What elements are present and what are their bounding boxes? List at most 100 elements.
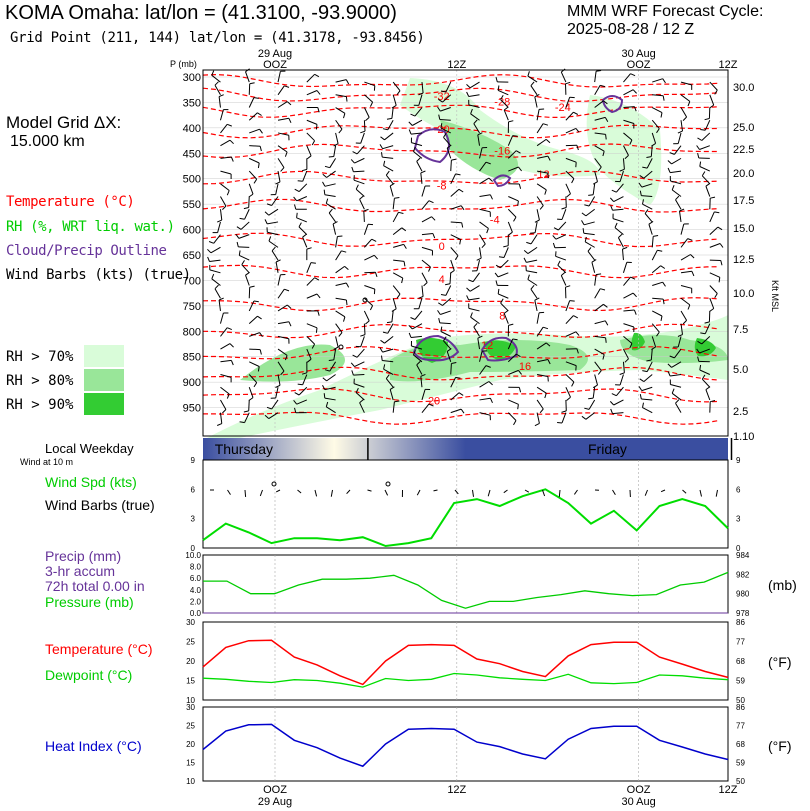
wind-barb — [651, 119, 660, 129]
wind-barb — [500, 302, 509, 312]
wind-barb — [472, 272, 480, 282]
wind-barb — [298, 386, 308, 396]
wind-barb — [537, 374, 548, 377]
wind-barb-flag — [604, 320, 609, 326]
wind-barb-flag — [328, 208, 333, 214]
wind-barb-flag — [614, 222, 618, 228]
wind-barb-flag — [705, 182, 711, 187]
wind-barb-flag — [371, 238, 377, 242]
wind-barb-flag — [573, 111, 579, 115]
legend-precip: Precip (mm) — [45, 548, 122, 564]
wind-barb-flag — [266, 406, 272, 410]
wind-barb-flag — [701, 171, 706, 177]
wind-barb — [617, 237, 624, 248]
wind-barb — [565, 387, 571, 398]
wind-barb — [335, 132, 339, 144]
wind-barb — [306, 293, 318, 299]
wind-barb-flag — [489, 397, 493, 404]
wind-barb-flag — [286, 304, 292, 309]
wind-barb — [565, 315, 574, 324]
wind-barb — [392, 272, 404, 279]
wind-barb — [248, 183, 254, 195]
pressure-tick-label: 400 — [183, 123, 201, 135]
wind-barb-flag — [211, 70, 215, 76]
wind-barb — [616, 183, 624, 193]
wind-barb-flag — [591, 259, 597, 263]
hour-label-bottom: OOZ — [627, 784, 651, 796]
wind-barb-flag — [671, 185, 675, 191]
wind-barb — [363, 323, 366, 335]
wind-barb — [497, 272, 509, 278]
wind-barb-flag — [534, 297, 540, 301]
pressure-axis-label: P (mb) — [170, 59, 197, 69]
wind-barb-flag — [391, 104, 397, 109]
wind-barb-flag — [207, 256, 210, 262]
wind-barb-flag — [249, 285, 255, 288]
wind-barb — [450, 234, 461, 240]
legend-wind-10m: Wind at 10 m — [20, 457, 74, 467]
pressure-panel-frame — [202, 554, 729, 614]
wind-barb-flag — [660, 265, 666, 269]
wind-barb — [443, 340, 452, 350]
wind-barb-flag — [517, 404, 519, 410]
wind-barb-flag — [497, 288, 500, 294]
wind-barb-flag — [495, 264, 501, 269]
wind-barb — [588, 196, 596, 207]
wind-barb — [450, 259, 455, 271]
left-tick-label: 25 — [186, 638, 195, 647]
wind-barb — [623, 89, 634, 96]
wind-barb-flag — [288, 118, 292, 124]
wind-barb-flag — [243, 207, 249, 210]
wind-barb — [565, 157, 577, 163]
wind-barb-flag — [284, 288, 290, 292]
wind-barb-flag — [294, 188, 300, 193]
wind-barb — [248, 112, 258, 121]
wind-barb — [329, 361, 337, 372]
rh-area — [203, 315, 728, 440]
wind-barb — [421, 389, 426, 401]
wind-barb-flag — [408, 129, 412, 135]
wind-barb — [249, 145, 261, 147]
wind-barb — [442, 297, 452, 306]
wind-barb-flag — [440, 123, 443, 129]
wind-barb — [271, 399, 279, 410]
temperature-isotherm — [203, 411, 720, 425]
wind-barb-flag — [454, 255, 459, 261]
wind-barb — [277, 85, 285, 96]
wind-barb-flag — [461, 222, 464, 228]
wind-barb-flag — [328, 359, 334, 361]
wind-barb — [555, 234, 567, 240]
wind-barb — [211, 74, 221, 83]
surface-wind-barb — [297, 489, 302, 494]
wind-barb-flag — [660, 112, 663, 118]
wind-barb-flag — [243, 410, 249, 413]
wind-barb — [277, 101, 288, 108]
pressure-tick-label: 500 — [183, 174, 201, 186]
wind-barb-flag — [360, 334, 366, 337]
wind-barb — [298, 183, 308, 192]
wind-barb — [699, 145, 710, 150]
temperature-isotherm — [202, 346, 720, 360]
pressure-tick-label: 800 — [183, 326, 201, 338]
wind-barb-flag — [534, 93, 540, 98]
wind-barb — [670, 180, 682, 185]
wind-barb — [353, 179, 365, 185]
wind-barb-flag — [560, 271, 566, 276]
surface-wind-barb — [433, 489, 438, 492]
wind-barb — [240, 221, 250, 230]
wind-barb — [536, 399, 544, 410]
wind-barb-flag — [609, 197, 615, 202]
wind-barb-flag — [569, 300, 575, 302]
wind-barb — [324, 183, 336, 187]
wind-barb — [530, 85, 538, 96]
wind-barb-flag — [639, 394, 642, 400]
wind-barb-flag — [630, 276, 636, 280]
wind-barb-flag — [709, 104, 714, 109]
wind-barb — [623, 119, 635, 124]
wind-barb — [440, 310, 451, 315]
wind-barb-flag — [466, 287, 471, 292]
legend-local-weekday: Local Weekday — [45, 441, 134, 456]
wind-barb — [450, 160, 452, 172]
wind-barb — [651, 132, 657, 144]
right-tick-label: 50 — [736, 777, 745, 786]
